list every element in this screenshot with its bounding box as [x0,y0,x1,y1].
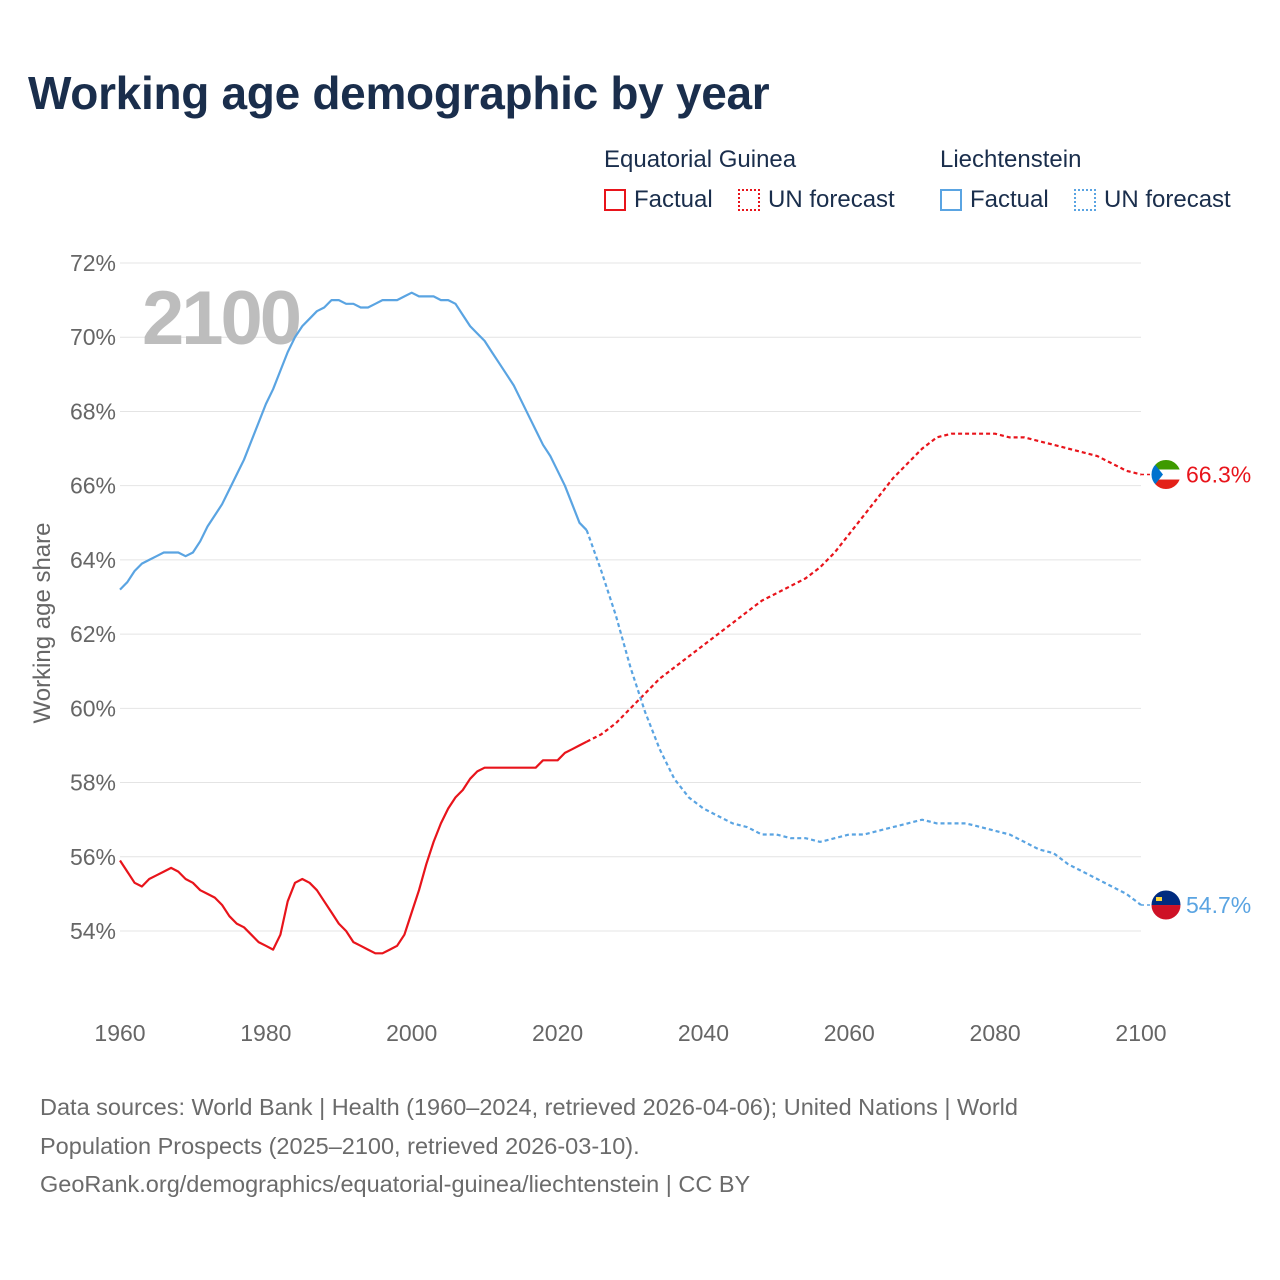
liechtenstein-forecast-line [585,529,1142,906]
legend-label-eg-factual: Factual [634,186,713,213]
footer-sources-line2: Population Prospects (2025–2100, retriev… [40,1132,640,1159]
equatorial-guinea-flag-icon [1150,459,1182,491]
x-tick-label: 2000 [386,1020,437,1046]
legend-item-li-forecast[interactable]: UN forecast [1074,186,1231,214]
liechtenstein-factual-line [119,291,588,591]
legend-label-li-forecast: UN forecast [1104,186,1231,213]
legend-item-li-factual[interactable]: Factual [940,186,1049,214]
grid-lines [120,262,1141,932]
legend-swatch-eg-forecast [738,189,760,211]
legend-swatch-eg-factual [604,189,626,211]
y-axis-ticks: 54% 56% 58% 60% 62% 64% 66% 68% 70% 72% [70,250,116,944]
y-axis-label: Working age share [29,523,56,724]
x-tick-label: 1980 [240,1020,291,1046]
equatorial-guinea-end-value-label: 66.3% [1186,462,1251,488]
legend-swatch-li-forecast [1074,189,1096,211]
legend-item-eg-forecast[interactable]: UN forecast [738,186,895,214]
x-tick-label: 1960 [94,1020,145,1046]
series-lines [119,291,1142,955]
x-tick-label: 2040 [678,1020,729,1046]
x-tick-label: 2100 [1115,1020,1166,1046]
equatorial-guinea-factual-line [119,740,588,955]
year-watermark: 2100 [142,276,300,361]
y-tick-label: 62% [70,621,116,647]
footer: Data sources: World Bank | Health (1960–… [40,1088,1240,1204]
series-end-markers: 66.3% 54.7% [1141,459,1251,921]
x-tick-label: 2020 [532,1020,583,1046]
chart-title: Working age demographic by year [28,67,770,119]
y-tick-label: 72% [70,250,116,276]
legend-swatch-li-factual [940,189,962,211]
y-tick-label: 60% [70,695,116,721]
liechtenstein-end-value-label: 54.7% [1186,892,1251,918]
line-chart: 2100 54% 56% 58% 60% 62% 64% 66% 68% 70% 72% 1960… [29,250,1251,1046]
legend-label-li-factual: Factual [970,186,1049,213]
x-tick-label: 2080 [970,1020,1021,1046]
liechtenstein-flag-icon [1150,889,1182,921]
legend-country-liechtenstein: Liechtenstein [940,146,1082,173]
y-tick-label: 64% [70,547,116,573]
y-tick-label: 70% [70,324,116,350]
footer-source-link[interactable]: GeoRank.org/demographics/equatorial-guin… [40,1171,751,1197]
equatorial-guinea-forecast-line [586,432,1142,743]
y-tick-label: 68% [70,398,116,424]
legend-item-eg-factual[interactable]: Factual [604,186,713,214]
x-axis-ticks: 1960 1980 2000 2020 2040 2060 2080 2100 [94,1020,1166,1046]
legend-label-eg-forecast: UN forecast [768,186,895,213]
y-tick-label: 58% [70,770,116,796]
y-tick-label: 56% [70,844,116,870]
x-tick-label: 2060 [824,1020,875,1046]
y-tick-label: 54% [70,918,116,944]
legend-country-equatorial-guinea: Equatorial Guinea [604,146,797,173]
y-tick-label: 66% [70,473,116,499]
footer-sources-line1: Data sources: World Bank | Health (1960–… [40,1094,1018,1120]
